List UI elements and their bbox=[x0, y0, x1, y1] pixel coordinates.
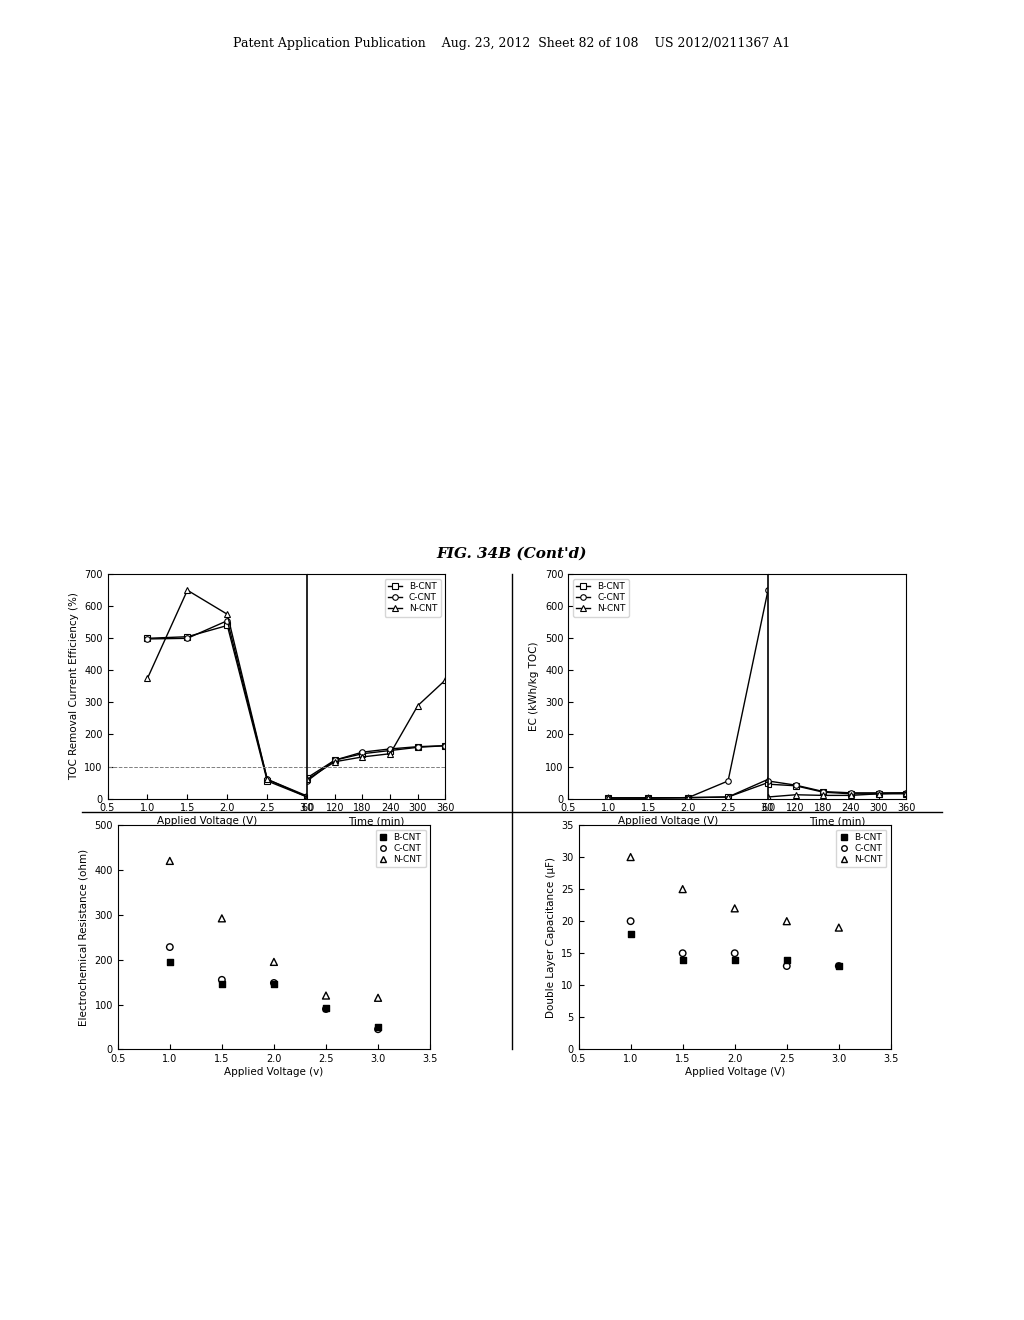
X-axis label: Applied Voltage (V): Applied Voltage (V) bbox=[618, 816, 718, 826]
Legend: B-CNT, C-CNT, N-CNT: B-CNT, C-CNT, N-CNT bbox=[572, 578, 629, 616]
Point bbox=[623, 924, 639, 945]
Point bbox=[370, 1016, 386, 1038]
Point bbox=[162, 850, 178, 871]
Point bbox=[265, 952, 282, 973]
Legend: B-CNT, C-CNT, N-CNT: B-CNT, C-CNT, N-CNT bbox=[385, 578, 441, 616]
Y-axis label: TOC Removal Current Efficiency (%): TOC Removal Current Efficiency (%) bbox=[69, 593, 79, 780]
Point bbox=[317, 998, 334, 1019]
X-axis label: Applied Voltage (V): Applied Voltage (V) bbox=[158, 816, 257, 826]
Legend: B-CNT, C-CNT, N-CNT: B-CNT, C-CNT, N-CNT bbox=[837, 829, 887, 867]
Point bbox=[778, 911, 795, 932]
Point bbox=[162, 952, 178, 973]
Point bbox=[726, 898, 742, 919]
X-axis label: Time (min): Time (min) bbox=[348, 816, 404, 826]
X-axis label: Applied Voltage (V): Applied Voltage (V) bbox=[685, 1067, 784, 1077]
Point bbox=[726, 949, 742, 970]
Point bbox=[265, 973, 282, 994]
Point bbox=[370, 987, 386, 1008]
Point bbox=[623, 846, 639, 867]
Point bbox=[675, 949, 691, 970]
Point bbox=[778, 956, 795, 977]
Text: Patent Application Publication    Aug. 23, 2012  Sheet 82 of 108    US 2012/0211: Patent Application Publication Aug. 23, … bbox=[233, 37, 791, 50]
Y-axis label: Double Layer Capacitance (μF): Double Layer Capacitance (μF) bbox=[546, 857, 556, 1018]
Point bbox=[830, 956, 847, 977]
Point bbox=[675, 942, 691, 964]
Y-axis label: Electrochemical Resistance (ohm): Electrochemical Resistance (ohm) bbox=[79, 849, 89, 1026]
Legend: B-CNT, C-CNT, N-CNT: B-CNT, C-CNT, N-CNT bbox=[376, 829, 426, 867]
Text: FIG. 34B (Cont'd): FIG. 34B (Cont'd) bbox=[437, 546, 587, 561]
Point bbox=[623, 911, 639, 932]
Point bbox=[162, 936, 178, 957]
Point bbox=[214, 974, 230, 995]
X-axis label: Time (min): Time (min) bbox=[809, 816, 865, 826]
Point bbox=[265, 974, 282, 995]
Point bbox=[214, 908, 230, 929]
Point bbox=[317, 998, 334, 1019]
Point bbox=[317, 985, 334, 1006]
Point bbox=[214, 969, 230, 990]
Point bbox=[370, 1019, 386, 1040]
X-axis label: Applied Voltage (v): Applied Voltage (v) bbox=[224, 1067, 324, 1077]
Point bbox=[830, 917, 847, 939]
Point bbox=[675, 879, 691, 900]
Point bbox=[778, 949, 795, 970]
Y-axis label: EC (kWh/kg TOC): EC (kWh/kg TOC) bbox=[529, 642, 540, 731]
Point bbox=[726, 942, 742, 964]
Point bbox=[830, 956, 847, 977]
